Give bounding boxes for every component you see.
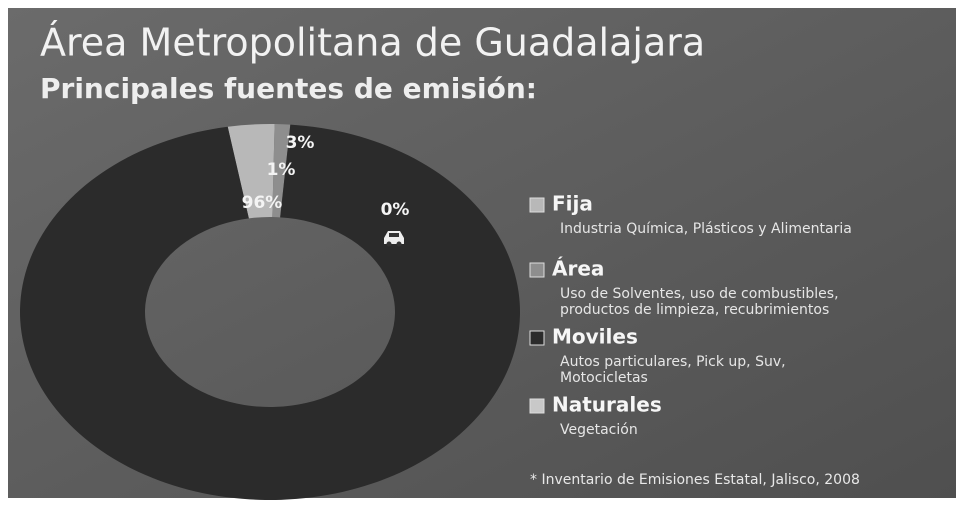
legend-label: Moviles xyxy=(552,325,638,349)
legend-label: Área xyxy=(552,257,604,281)
car-icon xyxy=(384,231,404,247)
legend-description: Motocicletas xyxy=(560,370,648,386)
legend-swatch xyxy=(529,197,545,213)
legend-swatch xyxy=(529,330,545,346)
legend-label: Naturales xyxy=(552,393,662,417)
legend-description: productos de limpieza, recubrimientos xyxy=(560,302,829,318)
legend-description: Uso de Solventes, uso de combustibles, xyxy=(560,286,839,302)
legend-label: Fija xyxy=(552,192,593,216)
legend-swatch xyxy=(529,262,545,278)
legend-swatch xyxy=(529,398,545,414)
data-label: 1% xyxy=(267,160,296,180)
source-note: * Inventario de Emisiones Estatal, Jalis… xyxy=(530,472,860,488)
chart-subtitle: Principales fuentes de emisión: xyxy=(40,72,537,105)
data-label: 3% xyxy=(286,133,315,153)
data-label: 0% xyxy=(381,200,410,220)
data-label: 96% xyxy=(242,193,283,213)
legend-description: Industria Química, Plásticos y Alimentar… xyxy=(560,221,852,237)
pie-slice xyxy=(227,124,275,219)
pie-slice xyxy=(272,124,291,218)
chart-title: Área Metropolitana de Guadalajara xyxy=(40,21,705,65)
legend-description: Vegetación xyxy=(560,422,638,438)
pie-slice xyxy=(19,124,520,500)
legend-description: Autos particulares, Pick up, Suv, xyxy=(560,354,786,370)
